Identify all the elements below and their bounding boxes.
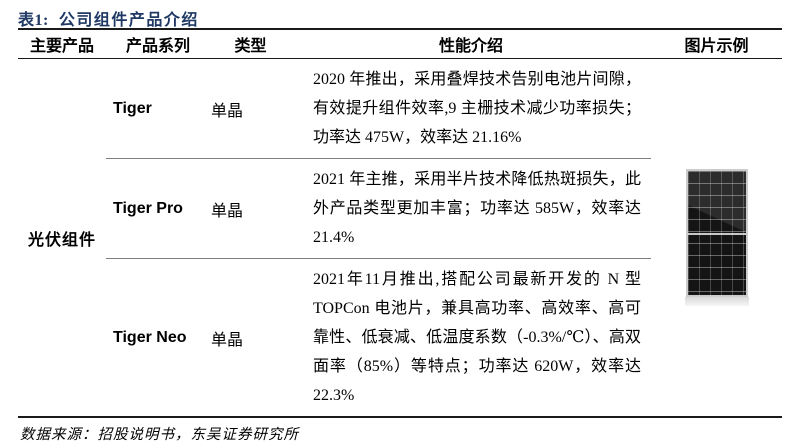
series-cell-tiger-pro: Tiger Pro xyxy=(106,159,210,259)
header-product-series: 产品系列 xyxy=(125,38,190,55)
performance-cell-tiger: 2020 年推出，采用叠焊技术告别电池片间隙，有效提升组件效率,9 主栅技术减少… xyxy=(291,59,651,159)
table-header-row: 主要产品 产品系列 类型 性能介绍 图片示例 xyxy=(18,30,782,59)
header-main-product: 主要产品 xyxy=(29,38,94,55)
header-type: 类型 xyxy=(234,38,267,55)
solar-panel-mid-divider xyxy=(687,233,746,235)
solar-panel-shadow xyxy=(684,297,749,306)
table-title: 表1: 公司组件产品介绍 xyxy=(0,0,800,29)
product-image-cell xyxy=(651,59,782,416)
table-number-label: 表1: xyxy=(18,12,49,29)
table-title-text: 公司组件产品介绍 xyxy=(58,12,199,29)
performance-text-tiger-pro: 2021 年主推，采用半片技术降低热斑损失，此外产品类型更加丰富；功率达 585… xyxy=(313,171,641,246)
data-source-note: 数据来源：招股说明书，东吴证券研究所 xyxy=(20,427,299,443)
type-cell-tiger: 单晶 xyxy=(210,59,291,159)
main-product-cell: 光伏组件 xyxy=(27,231,96,249)
product-table: 主要产品 产品系列 类型 性能介绍 图片示例 光伏组件 Tiger 单晶 202… xyxy=(18,28,782,418)
type-cell-tiger-pro: 单晶 xyxy=(210,159,291,259)
solar-panel-image xyxy=(685,169,748,297)
type-cell-tiger-neo: 单晶 xyxy=(211,331,244,349)
header-performance: 性能介绍 xyxy=(438,38,503,55)
series-cell-tiger-neo: Tiger Neo xyxy=(113,328,187,346)
performance-text-tiger: 2020 年推出，采用叠焊技术告别电池片间隙，有效提升组件效率,9 主栅技术减少… xyxy=(313,71,641,146)
performance-cell-tiger-neo: 2021年11月推出,搭配公司最新开发的 N 型 TOPCon 电池片，兼具高功… xyxy=(291,259,651,416)
table-body: 光伏组件 Tiger 单晶 2020 年推出，采用叠焊技术告别电池片间隙，有效提… xyxy=(18,59,782,416)
header-image-example: 图片示例 xyxy=(684,38,749,55)
series-cell-tiger: Tiger xyxy=(106,59,210,159)
performance-cell-tiger-pro: 2021 年主推，采用半片技术降低热斑损失，此外产品类型更加丰富；功率达 585… xyxy=(291,159,651,259)
performance-text-tiger-neo: 2021年11月推出,搭配公司最新开发的 N 型 TOPCon 电池片，兼具高功… xyxy=(313,271,641,404)
